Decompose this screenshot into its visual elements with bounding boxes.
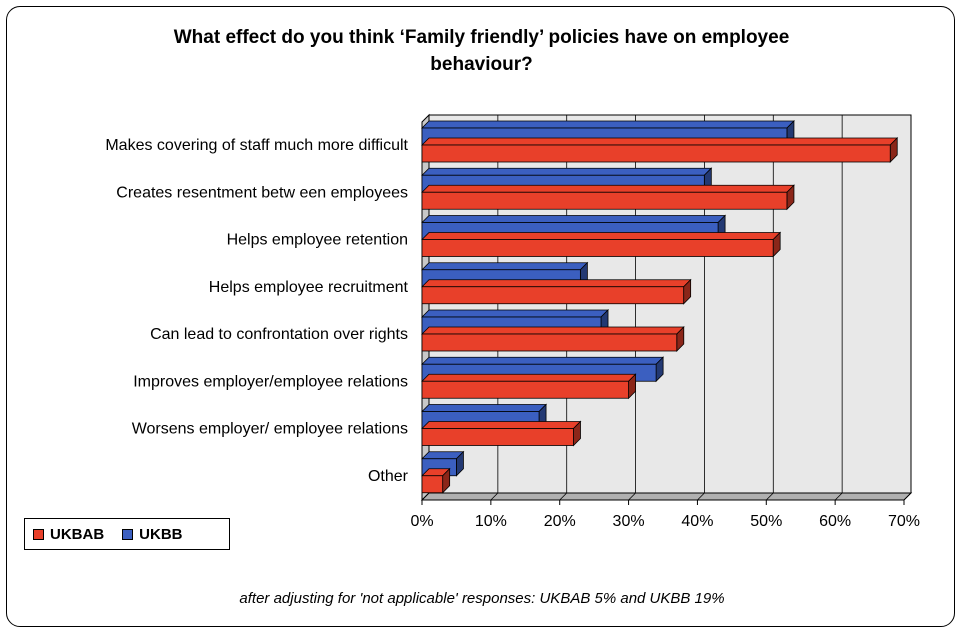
- x-tick-label: 20%: [544, 513, 576, 530]
- gridline-floor: [766, 492, 774, 501]
- bar-ukbab: [421, 239, 774, 257]
- gridline-floor: [490, 492, 499, 501]
- plot-floor: [420, 492, 913, 501]
- x-tick-label: 10%: [475, 513, 507, 530]
- bar-top-ukbb: [421, 404, 548, 412]
- chart-legend: UKBAB UKBB: [24, 518, 230, 550]
- gridline-floor: [559, 492, 567, 501]
- bar-ukbab: [421, 144, 891, 163]
- x-tick-label: 0%: [410, 513, 433, 530]
- legend-item-ukbab: UKBAB: [33, 526, 104, 543]
- y-category-label: Makes covering of staff much more diffic…: [105, 137, 408, 154]
- chart-title: What effect do you think ‘Family friendl…: [0, 24, 963, 78]
- x-tick-label: 50%: [750, 513, 782, 530]
- x-tick-label: 30%: [613, 513, 645, 530]
- y-category-label: Helps employee recruitment: [209, 279, 409, 296]
- y-category-label: Other: [368, 468, 409, 485]
- bar-ukbab: [421, 380, 629, 399]
- legend-label-ukbab: UKBAB: [50, 525, 105, 543]
- bar-ukbab: [421, 191, 788, 210]
- chart-title-line-2: behaviour?: [430, 54, 533, 75]
- gridline-floor: [903, 492, 912, 501]
- y-category-label: Can lead to confrontation over rights: [150, 326, 408, 343]
- y-category-label: Helps employee retention: [227, 232, 408, 249]
- bar-top-ukbab: [421, 184, 795, 193]
- bar-top-ukbab: [421, 232, 782, 240]
- gridline-floor: [697, 492, 705, 501]
- bar-top-ukbb: [421, 309, 609, 318]
- bar-top-ukbab: [421, 279, 692, 288]
- x-tick-label: 70%: [888, 513, 920, 530]
- x-tick-label: 40%: [681, 513, 713, 530]
- legend-label-ukbb: UKBB: [139, 525, 183, 543]
- bar-top-ukbab: [421, 421, 582, 429]
- gridline-floor: [628, 492, 636, 501]
- bar-ukbab: [421, 428, 574, 446]
- bar-top-ukbb: [421, 215, 727, 223]
- legend-item-ukbb: UKBB: [122, 525, 183, 543]
- bar-ukbab: [421, 286, 685, 305]
- bar-top-ukbb: [421, 120, 795, 129]
- y-category-label: Creates resentment betw een employees: [116, 184, 408, 201]
- chart-footnote: after adjusting for 'not applicable' res…: [239, 590, 725, 607]
- gridline-floor: [834, 492, 843, 501]
- bar-top-ukbb: [421, 262, 589, 271]
- y-category-label: Improves employer/employee relations: [133, 373, 408, 390]
- bar-top-ukbab: [421, 326, 685, 335]
- bar-top-ukbb: [421, 356, 665, 365]
- bar-top-ukbab: [421, 137, 899, 146]
- bar-ukbab: [421, 333, 678, 352]
- legend-swatch-ukbab: [33, 528, 44, 540]
- x-tick-label: 60%: [819, 513, 851, 530]
- legend-swatch-ukbb: [122, 528, 134, 540]
- bar-top-ukbab: [421, 373, 637, 382]
- bar-ukbab: [421, 475, 444, 494]
- bar-top-ukbb: [421, 167, 713, 176]
- y-category-label: Worsens employer/ employee relations: [132, 421, 408, 438]
- chart-title-line-1: What effect do you think ‘Family friendl…: [173, 27, 790, 48]
